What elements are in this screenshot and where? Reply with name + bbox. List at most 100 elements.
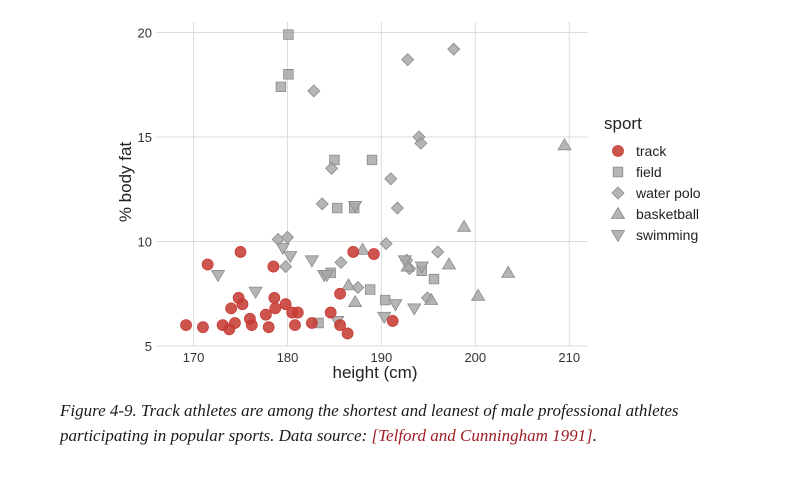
data-point <box>423 292 439 305</box>
data-point <box>332 202 343 214</box>
data-point <box>341 278 356 291</box>
data-point <box>269 302 282 315</box>
data-point <box>268 292 281 304</box>
figure-caption: Figure 4-9. Track athletes are among the… <box>60 398 750 448</box>
y-tick-label: 20 <box>138 25 152 40</box>
data-point <box>401 53 415 67</box>
data-point <box>388 299 403 312</box>
data-point <box>325 161 339 175</box>
legend-label: swimming <box>636 227 698 243</box>
scatter-chart: 170 180 190 200 210 5 10 15 20 height (cm) % bod… <box>116 22 701 382</box>
data-point <box>275 242 290 256</box>
data-point <box>307 84 321 98</box>
data-point <box>366 154 378 166</box>
series-swimming <box>210 201 429 329</box>
legend-marker <box>610 230 626 243</box>
data-point <box>248 286 263 299</box>
data-point <box>283 69 294 80</box>
legend-label: basketball <box>636 206 699 222</box>
data-point <box>334 287 346 300</box>
legend-title: sport <box>604 114 642 133</box>
legend-item: track <box>612 143 667 159</box>
x-axis-title: height (cm) <box>332 363 417 382</box>
data-point <box>289 319 301 331</box>
data-point <box>407 303 422 316</box>
data-point <box>447 42 461 56</box>
x-tick-label: 180 <box>277 350 299 365</box>
data-point <box>431 245 445 259</box>
x-tick-label: 170 <box>183 350 205 365</box>
series-track <box>180 246 399 340</box>
data-point <box>347 201 363 214</box>
y-tick-label: 15 <box>138 130 152 145</box>
data-point <box>347 294 363 308</box>
caption-end: . <box>592 426 597 445</box>
legend-marker <box>610 206 626 219</box>
data-point <box>341 327 354 340</box>
data-point <box>291 306 304 319</box>
data-point <box>377 311 392 325</box>
data-point <box>351 280 365 295</box>
data-point <box>305 317 318 329</box>
data-point <box>279 260 293 274</box>
data-point <box>304 255 320 268</box>
data-point <box>228 317 241 329</box>
data-point <box>210 270 226 283</box>
data-point <box>267 260 280 273</box>
data-point <box>386 315 399 327</box>
y-tick-label: 10 <box>138 234 152 249</box>
data-point <box>197 321 209 334</box>
data-point <box>367 248 380 260</box>
data-point <box>201 258 214 271</box>
data-point <box>379 237 393 251</box>
grid <box>156 22 588 347</box>
data-point <box>557 138 572 151</box>
data-point <box>500 265 516 278</box>
data-point <box>428 273 440 285</box>
data-point <box>334 255 348 269</box>
data-point <box>347 246 360 258</box>
y-axis-title: % body fat <box>116 142 135 223</box>
data-point <box>441 257 457 270</box>
legend-item: field <box>612 164 662 180</box>
data-point <box>334 319 346 331</box>
data-point <box>324 306 337 319</box>
data-point <box>319 270 335 283</box>
data-point <box>355 242 370 255</box>
x-tick-label: 200 <box>464 350 486 365</box>
legend-marker <box>612 145 624 157</box>
y-tick-label: 5 <box>145 339 152 354</box>
series-basketball <box>341 138 572 308</box>
caption-text: Figure 4-9. Track athletes are among the… <box>60 401 679 445</box>
data-point <box>180 319 192 331</box>
data-point <box>315 197 329 211</box>
data-point <box>364 284 376 295</box>
data-points <box>180 29 572 340</box>
data-point <box>262 321 275 334</box>
data-point <box>279 298 292 311</box>
data-point <box>384 172 398 186</box>
legend: sport track field water polo basketball swim… <box>604 114 701 243</box>
series-water-polo <box>271 42 461 305</box>
data-point <box>397 255 413 268</box>
legend-item: water polo <box>611 185 701 201</box>
legend-label: water polo <box>635 185 701 201</box>
data-point <box>225 302 238 315</box>
tick-labels: 170 180 190 200 210 5 10 15 20 <box>138 25 581 365</box>
legend-item: swimming <box>610 227 698 243</box>
caption-citation-link[interactable]: [Telford and Cunningham 1991] <box>371 426 593 445</box>
data-point <box>236 298 249 311</box>
data-point <box>259 308 272 321</box>
x-tick-label: 190 <box>371 350 393 365</box>
legend-label: track <box>636 143 667 159</box>
data-point <box>379 294 391 306</box>
data-point <box>414 261 429 274</box>
data-point <box>390 201 404 215</box>
legend-marker <box>612 166 624 178</box>
data-point <box>234 246 247 258</box>
legend-marker <box>611 186 625 200</box>
legend-item: basketball <box>610 206 699 222</box>
x-tick-label: 210 <box>558 350 580 365</box>
data-point <box>283 251 298 264</box>
